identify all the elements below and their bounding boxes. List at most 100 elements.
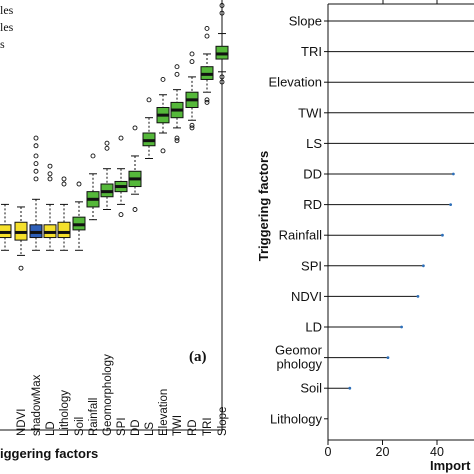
y-tick-label: LD bbox=[305, 320, 322, 335]
x-axis-title: iggering factors bbox=[0, 446, 98, 461]
boxplot-series bbox=[0, 3, 229, 271]
bar-row bbox=[324, 386, 352, 390]
box-Soil bbox=[72, 181, 86, 251]
box-body bbox=[57, 221, 71, 239]
box-LS bbox=[142, 97, 156, 159]
outlier-point bbox=[33, 143, 39, 149]
outlier-point bbox=[104, 140, 110, 146]
outlier-point bbox=[174, 135, 180, 141]
outlier-point bbox=[47, 163, 53, 169]
box-Elevation bbox=[156, 76, 170, 154]
outlier-point bbox=[189, 59, 195, 65]
box-SPI bbox=[114, 135, 128, 218]
outlier-point bbox=[219, 79, 225, 85]
y-tick-label: Soil bbox=[300, 381, 322, 396]
x-tick-label: LD bbox=[45, 421, 57, 436]
box-DD bbox=[128, 125, 142, 212]
x-tick-label: Soil bbox=[74, 417, 86, 436]
outlier-point bbox=[160, 76, 166, 82]
bar-row bbox=[324, 264, 425, 268]
box-Rainfall bbox=[86, 153, 100, 221]
box-Geomorphology bbox=[100, 140, 114, 210]
box-TWI bbox=[170, 64, 184, 144]
x-tick-label: Lithology bbox=[59, 390, 71, 436]
x-tick-label: DD bbox=[130, 419, 142, 436]
outlier-point bbox=[104, 145, 110, 151]
x-tick-label: Rainfall bbox=[88, 398, 100, 436]
panel-label: (a) bbox=[189, 349, 207, 365]
x-tick-label: shadowMax bbox=[31, 374, 43, 436]
outlier-point bbox=[174, 71, 180, 77]
outlier-point bbox=[33, 161, 39, 167]
y-tick-label: Elevation bbox=[269, 75, 322, 90]
box-unnamed bbox=[0, 203, 12, 251]
outlier-point bbox=[118, 135, 124, 141]
y-axis-title: Triggering factors bbox=[256, 151, 271, 262]
outlier-point bbox=[47, 171, 53, 177]
bar-end-point bbox=[386, 356, 390, 359]
x-axis-title: Import bbox=[430, 458, 471, 473]
x-tick-label: 0 bbox=[325, 445, 332, 459]
outlier-point bbox=[18, 265, 24, 271]
bar-row bbox=[324, 295, 420, 298]
y-tick-label: NDVI bbox=[291, 289, 322, 304]
legend-entry: s bbox=[0, 37, 5, 51]
bar-end-point bbox=[421, 264, 425, 268]
outlier-point bbox=[204, 26, 210, 31]
x-tick-label: RD bbox=[187, 419, 199, 436]
outlier-point bbox=[204, 99, 210, 105]
box-LD bbox=[43, 163, 57, 251]
outlier-point bbox=[160, 148, 166, 154]
legend: les les s bbox=[0, 3, 14, 51]
outlier-point bbox=[174, 64, 180, 70]
outlier-point bbox=[146, 97, 152, 103]
legend-entry: les bbox=[0, 20, 14, 34]
outlier-point bbox=[204, 33, 210, 39]
outlier-point bbox=[33, 153, 39, 159]
x-tick-label: Geomorphology bbox=[102, 354, 114, 436]
x-tick-label: 20 bbox=[376, 445, 390, 459]
bar-end-point bbox=[416, 295, 420, 298]
outlier-point bbox=[174, 138, 180, 144]
box-NDVI bbox=[14, 206, 28, 271]
y-tick-labels: Slope TRI Elevation TWI LS DD RD Rainfall SPI NDV… bbox=[269, 14, 323, 427]
y-tick-label: SPI bbox=[301, 258, 322, 273]
y-tick-label: Geomor phology bbox=[275, 343, 323, 372]
outlier-point bbox=[118, 212, 124, 218]
y-tick-label: DD bbox=[303, 167, 322, 182]
bar-row bbox=[324, 81, 474, 83]
bar-row bbox=[324, 142, 474, 144]
box-RD bbox=[185, 51, 199, 131]
y-tick-label: RD bbox=[303, 197, 322, 212]
outlier-point bbox=[204, 97, 210, 103]
box-TRI bbox=[200, 26, 214, 105]
bar-row bbox=[324, 356, 390, 359]
x-tick-label: Elevation bbox=[158, 389, 170, 436]
outlier-point bbox=[61, 181, 67, 187]
bar-end-point bbox=[449, 203, 453, 207]
bar-end-point bbox=[400, 325, 403, 329]
outlier-point bbox=[47, 176, 53, 182]
outlier-point bbox=[189, 122, 195, 128]
y-tick-label: Slope bbox=[289, 14, 322, 29]
y-tick-label: Lithology bbox=[270, 411, 323, 426]
outlier-point bbox=[76, 181, 82, 187]
x-tick-labels: 0 20 40 bbox=[325, 439, 474, 459]
outlier-point bbox=[33, 135, 39, 141]
outlier-point bbox=[61, 176, 67, 182]
outlier-point bbox=[219, 3, 225, 8]
bar-end-point bbox=[348, 386, 352, 390]
y-tick-label: Rainfall bbox=[279, 228, 322, 243]
bar-row bbox=[324, 112, 474, 114]
outlier-point bbox=[33, 168, 39, 174]
bar-row bbox=[324, 203, 453, 207]
outlier-point bbox=[219, 74, 225, 80]
outlier-point bbox=[189, 125, 195, 131]
x-tick-label: LS bbox=[144, 422, 156, 436]
bar-row bbox=[324, 233, 444, 237]
boxplot-panel-a: les les s (a) NDVI shadowMax LD Lithology So… bbox=[0, 0, 229, 461]
y-tick-label: LS bbox=[306, 136, 322, 151]
importance-panel-b: Slope TRI Elevation TWI LS DD RD Rainfall SPI NDV… bbox=[256, 0, 474, 473]
y-tick-label: TRI bbox=[301, 44, 322, 59]
